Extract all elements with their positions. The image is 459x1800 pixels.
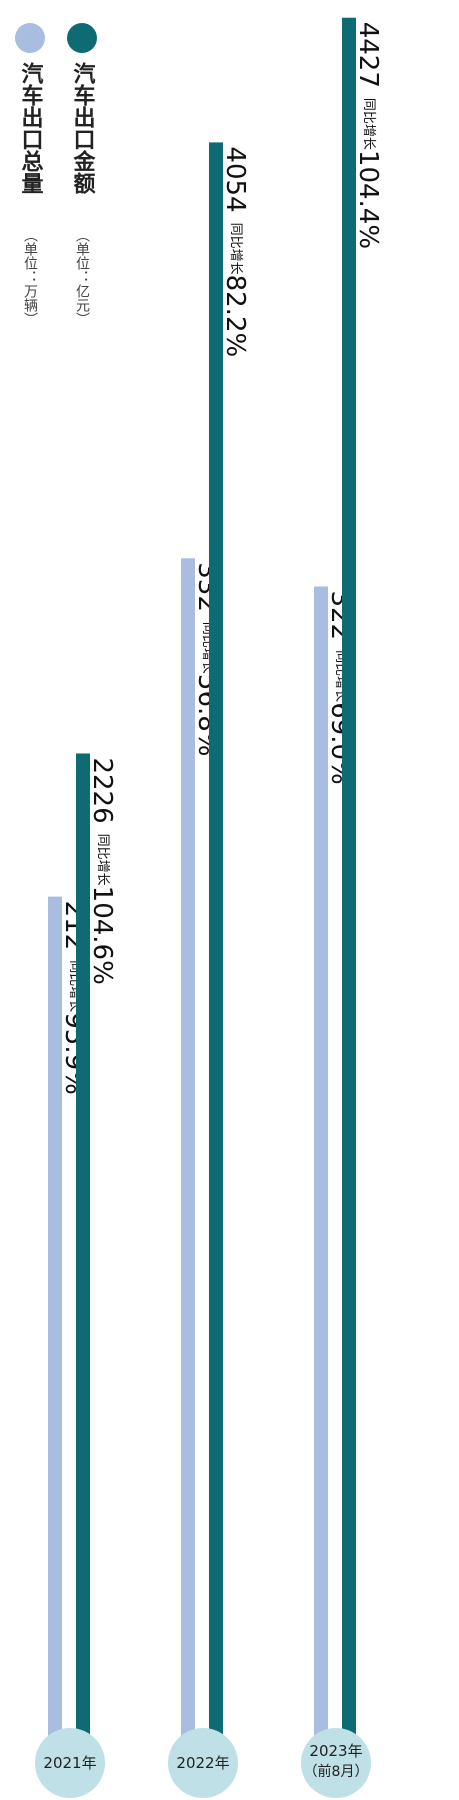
legend-unit: （单位：万辆） (22, 228, 38, 326)
growth-value: 104.6% (87, 886, 117, 985)
bar (76, 753, 90, 1765)
growth-value: 82.2% (220, 275, 250, 358)
category-label: 2021年 (43, 1754, 96, 1772)
legend-swatch (67, 23, 97, 53)
category-label: 2023年 (309, 1742, 362, 1760)
bar (48, 896, 62, 1765)
bar (314, 586, 328, 1766)
growth-prefix: 同比增长 (95, 834, 110, 886)
value-number: 2226 (87, 757, 117, 823)
value-label: 4427 同比增长104.4% (353, 22, 383, 249)
bar (181, 558, 195, 1765)
bar (209, 142, 223, 1765)
category-circle (35, 1728, 105, 1798)
legend-unit: （单位：亿元） (74, 228, 90, 326)
bar (342, 17, 356, 1766)
category-circle (168, 1728, 238, 1798)
value-label: 4054 同比增长82.2% (220, 146, 250, 357)
value-label: 2226 同比增长104.6% (87, 757, 117, 984)
category-note: （前8月） (304, 1763, 369, 1780)
value-number: 4427 (353, 22, 383, 88)
legend-label: 汽车出口金额 (70, 61, 97, 194)
category-circle (301, 1728, 371, 1798)
growth-value: 104.4% (353, 150, 383, 249)
legend-label: 汽车出口总量 (18, 61, 44, 194)
value-number: 4054 (220, 146, 250, 212)
growth-prefix: 同比增长 (361, 98, 376, 150)
category-label: 2022年 (176, 1754, 229, 1772)
legend-swatch (15, 23, 45, 53)
growth-prefix: 同比增长 (228, 223, 243, 275)
